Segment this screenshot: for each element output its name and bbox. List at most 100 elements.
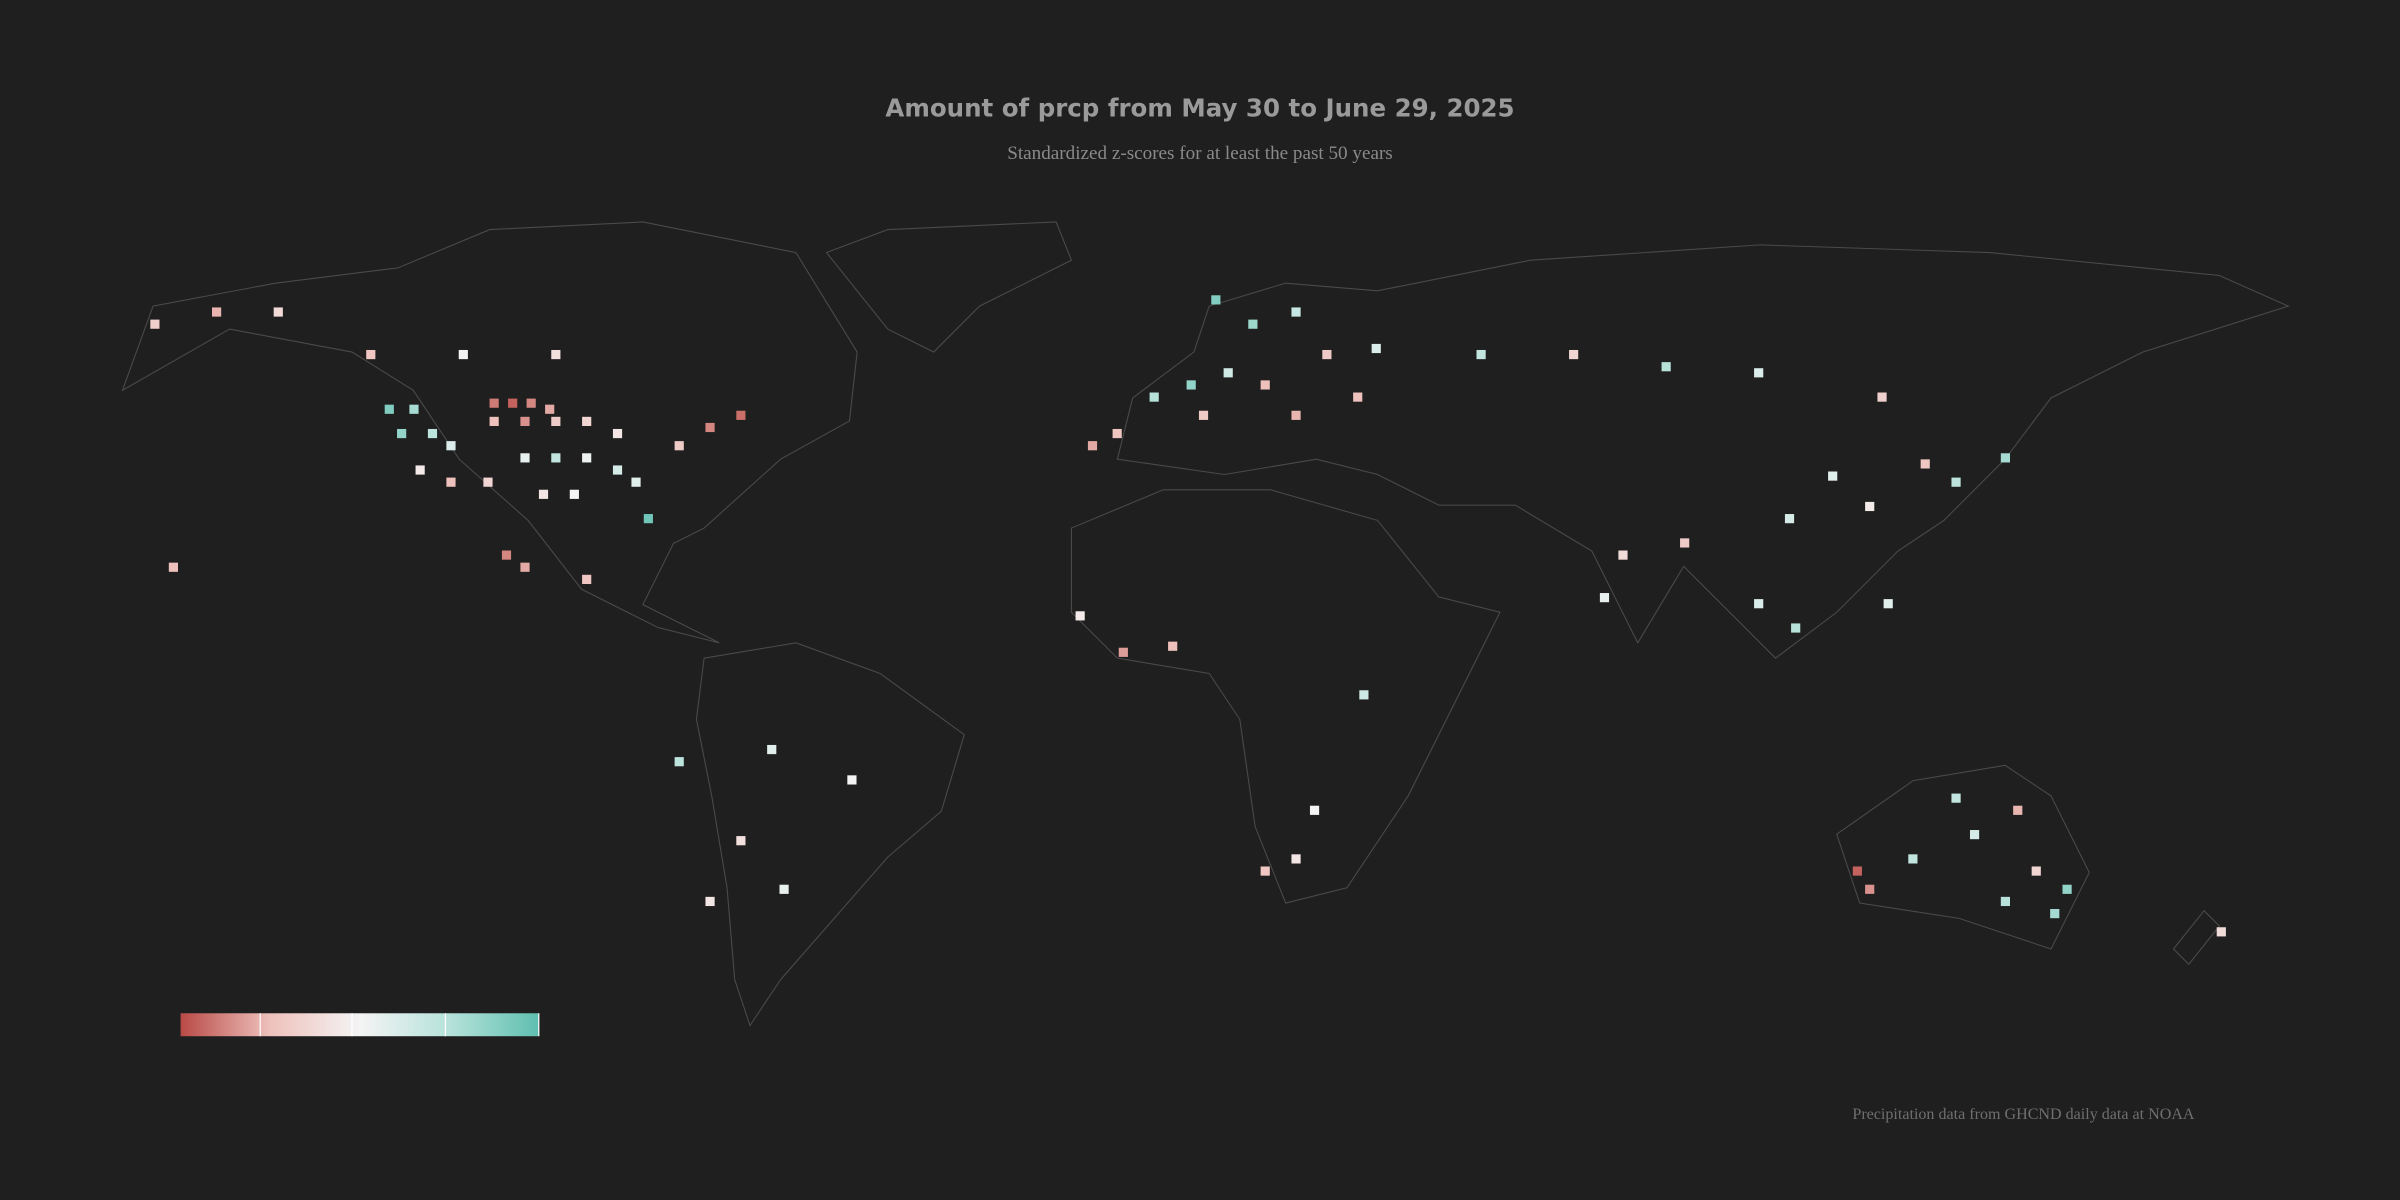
grid-cell <box>427 428 438 439</box>
grid-cell <box>705 422 715 433</box>
grid-cell <box>1371 343 1381 354</box>
grid-cell <box>1309 805 1320 815</box>
grid-cell <box>1359 690 1369 700</box>
grid-cell <box>1618 550 1628 560</box>
grid-cell <box>2000 896 2010 907</box>
grid-cell <box>1791 623 1801 633</box>
grid-cell <box>1877 392 1887 402</box>
grid-cell <box>767 744 777 755</box>
grid-cell <box>1599 593 1610 603</box>
grid-cell <box>1112 428 1122 439</box>
grid-cell <box>1828 471 1838 481</box>
grid-cell <box>2013 805 2023 815</box>
grid-cell <box>1865 884 1875 894</box>
grid-cell <box>551 416 561 426</box>
grid-cell <box>582 416 592 426</box>
grid-cell <box>705 896 715 907</box>
grid-cell <box>1087 441 1098 451</box>
eurasia <box>1116 244 2290 659</box>
grid-cell <box>1865 501 1875 512</box>
grid-cell <box>1248 319 1258 329</box>
grid-cell <box>415 465 425 475</box>
grid-cell <box>736 410 746 420</box>
grid-cell <box>582 453 592 463</box>
grid-cell <box>736 836 746 846</box>
grid-cell <box>446 477 456 487</box>
colorbar-ticks <box>259 1013 540 1037</box>
grid-cell <box>1951 793 1961 803</box>
grid-cell <box>643 514 653 524</box>
grid-cell <box>384 404 394 414</box>
grid-cell <box>674 757 684 767</box>
grid-cell <box>520 416 530 426</box>
source-note: Precipitation data from GHCND daily data… <box>1852 1106 2195 1123</box>
grid-cell <box>168 562 178 572</box>
grid-cell <box>1075 611 1085 621</box>
grid-cell <box>489 398 499 408</box>
grid-cell <box>551 453 561 463</box>
grid-cell <box>1291 410 1301 420</box>
grid-cell <box>612 428 623 439</box>
australia <box>1836 764 2090 950</box>
grid-cell <box>409 404 419 414</box>
grid-cell <box>446 441 456 451</box>
grid-cell <box>551 349 561 360</box>
grid-cell <box>520 562 530 572</box>
land-outlines <box>121 221 2290 1027</box>
grid-cell <box>508 398 518 408</box>
grid-cell <box>779 884 789 894</box>
grid-cell <box>211 307 222 317</box>
greenland <box>825 221 1073 353</box>
grid-cell <box>1661 362 1671 372</box>
grid-cell <box>1951 477 1961 487</box>
grid-cell <box>1291 854 1301 864</box>
grid-cell <box>2031 866 2041 876</box>
grid-cell <box>1322 349 1332 360</box>
south-america <box>695 642 965 1027</box>
grid-cell <box>1754 599 1764 609</box>
africa <box>1070 489 1501 904</box>
grid-cell <box>1784 514 1795 524</box>
grid-cell <box>1211 295 1221 305</box>
grid-cell <box>1168 641 1178 651</box>
grid-cell <box>1476 349 1486 360</box>
grid-cell <box>631 477 641 487</box>
grid-cell <box>1969 830 1980 840</box>
grid-cell <box>489 416 499 426</box>
grid-cell <box>397 428 407 439</box>
grid-cell <box>1754 368 1764 378</box>
grid-cell <box>1569 349 1579 360</box>
grid-cells <box>150 295 2226 937</box>
grid-cell <box>520 453 530 463</box>
grid-cell <box>1680 538 1690 548</box>
grid-cell <box>526 398 536 408</box>
grid-cell <box>1149 392 1159 402</box>
title: Amount of prcp from May 30 to June 29, 2… <box>885 93 1514 122</box>
grid-cell <box>569 489 579 499</box>
grid-cell <box>612 465 623 475</box>
grid-cell <box>847 775 857 785</box>
grid-cell <box>150 319 160 329</box>
subtitle: Standardized z-scores for at least the p… <box>1007 143 1393 164</box>
grid-cell <box>1852 866 1862 876</box>
grid-cell <box>458 349 468 360</box>
grid-cell <box>1353 392 1363 402</box>
grid-cell <box>2062 884 2072 894</box>
new-zealand <box>2172 909 2221 966</box>
grid-cell <box>366 349 376 360</box>
grid-cell <box>2216 927 2226 937</box>
north-america <box>121 221 858 644</box>
grid-cell <box>1883 599 1893 609</box>
colorbar <box>180 1013 539 1037</box>
grid-cell <box>1908 854 1918 864</box>
grid-cell <box>545 404 555 414</box>
grid-cell <box>1223 368 1233 378</box>
grid-cell <box>1118 647 1128 657</box>
grid-cell <box>538 489 549 499</box>
grid-cell <box>674 441 684 451</box>
grid-cell <box>1260 380 1270 390</box>
grid-cell <box>1920 459 1930 469</box>
grid-cell <box>501 550 512 560</box>
grid-cell <box>1186 380 1196 390</box>
